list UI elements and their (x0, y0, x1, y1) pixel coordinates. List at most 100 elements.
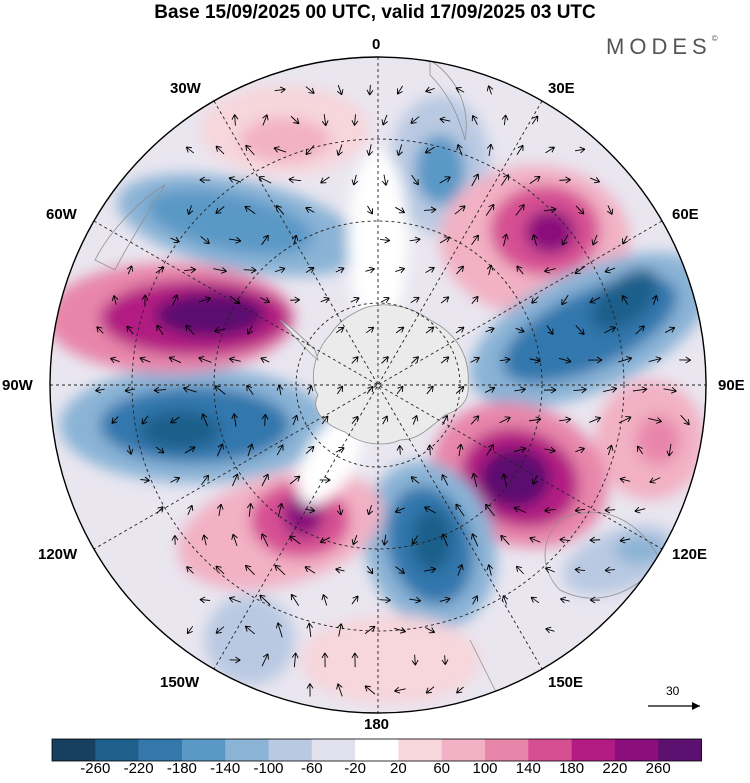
wind-vector (455, 87, 465, 94)
wind-vector (95, 386, 105, 394)
wind-vector (651, 294, 659, 305)
wind-vector (486, 564, 494, 576)
wind-vector (140, 476, 150, 484)
wind-vector (561, 294, 569, 306)
field-layer (50, 57, 706, 713)
wind-vector (484, 386, 496, 393)
wind-vector (604, 267, 616, 274)
wind-vector (199, 296, 212, 303)
wind-vector (426, 385, 434, 395)
wind-vector (215, 206, 225, 214)
wind-vector (515, 565, 525, 575)
wind-vector (546, 325, 554, 335)
wind-vector (228, 236, 242, 244)
wind-vector (454, 205, 466, 215)
colorbar-box (398, 739, 442, 761)
wind-vector (380, 236, 391, 244)
wind-vector (590, 176, 601, 184)
wind-vector (544, 506, 556, 514)
wind-vector (394, 686, 406, 694)
wind-vector (622, 235, 628, 245)
wind-vector (455, 326, 465, 334)
wind-vector (337, 623, 344, 637)
wind-vector (558, 357, 572, 364)
wind-vector (573, 386, 587, 394)
wind-vector (380, 296, 390, 303)
wind-vector (559, 176, 571, 184)
wind-vector (276, 384, 284, 396)
colorbar-box (614, 739, 659, 761)
wind-vector (604, 566, 616, 574)
wind-vector (274, 564, 286, 576)
wind-vector (604, 506, 616, 514)
wind-vector (439, 116, 451, 124)
brand-mark: © (711, 34, 718, 43)
wind-vector (575, 325, 585, 335)
wind-vector (351, 535, 359, 546)
wind-vector (261, 653, 269, 667)
colorbar-label: -260 (80, 760, 111, 777)
wind-vector (543, 206, 557, 214)
wind-vector (423, 206, 437, 214)
wind-vector (291, 652, 299, 668)
wind-vector (261, 234, 269, 246)
lon-label-150e: 150E (548, 674, 584, 691)
wind-vector (664, 326, 676, 333)
wind-vector (396, 144, 403, 156)
wind-vector (513, 506, 527, 513)
wind-vector (381, 174, 389, 186)
wind-vector (186, 566, 194, 574)
wind-vector (589, 416, 602, 423)
wind-vector (96, 326, 104, 334)
wind-vector (243, 266, 257, 274)
wind-vector (111, 416, 119, 424)
wind-vector (471, 234, 479, 246)
anomaly-negative-150w (205, 595, 295, 685)
wind-vector (516, 144, 524, 156)
wind-vector (561, 234, 569, 246)
australia-coast (544, 511, 661, 599)
meridian-30w-150e (213, 100, 543, 670)
wind-vector (411, 415, 419, 425)
wind-vector (185, 146, 195, 154)
wind-vector (306, 385, 314, 395)
wind-vector (455, 386, 465, 394)
wind-vector (246, 325, 253, 335)
wind-vector (634, 506, 646, 514)
wind-vector (186, 626, 194, 635)
wind-vector (351, 174, 359, 186)
wind-vector (439, 236, 451, 244)
wind-vector (153, 386, 167, 394)
wind-vector (381, 356, 389, 364)
wind-vector (367, 205, 373, 215)
wind-vector (441, 474, 449, 486)
wind-vector (215, 145, 225, 155)
wind-vector (425, 326, 435, 334)
wind-vector (364, 685, 376, 695)
wind-vector (171, 535, 179, 545)
wind-vector (439, 176, 451, 184)
wind-vector (666, 443, 674, 457)
colorbar-label: -60 (300, 760, 323, 777)
wind-vector (168, 356, 182, 364)
wind-vector (544, 566, 555, 573)
wind-vector (351, 415, 359, 424)
wind-vector (335, 267, 345, 274)
wind-vector (441, 533, 448, 547)
wind-vector (456, 265, 465, 275)
wind-vector (603, 386, 618, 393)
wind-vector (502, 233, 509, 247)
wind-vector (141, 415, 149, 425)
wind-vector (366, 565, 374, 575)
wind-vector (274, 86, 286, 94)
wind-vector (575, 446, 585, 454)
wind-vector (244, 564, 255, 576)
wind-vector (351, 652, 359, 668)
wind-vector (395, 326, 405, 334)
wind-vector (515, 326, 525, 334)
wind-vector (396, 85, 403, 95)
wind-vector (290, 296, 300, 304)
wind-vector (228, 176, 242, 183)
map-boundary (49, 56, 707, 714)
